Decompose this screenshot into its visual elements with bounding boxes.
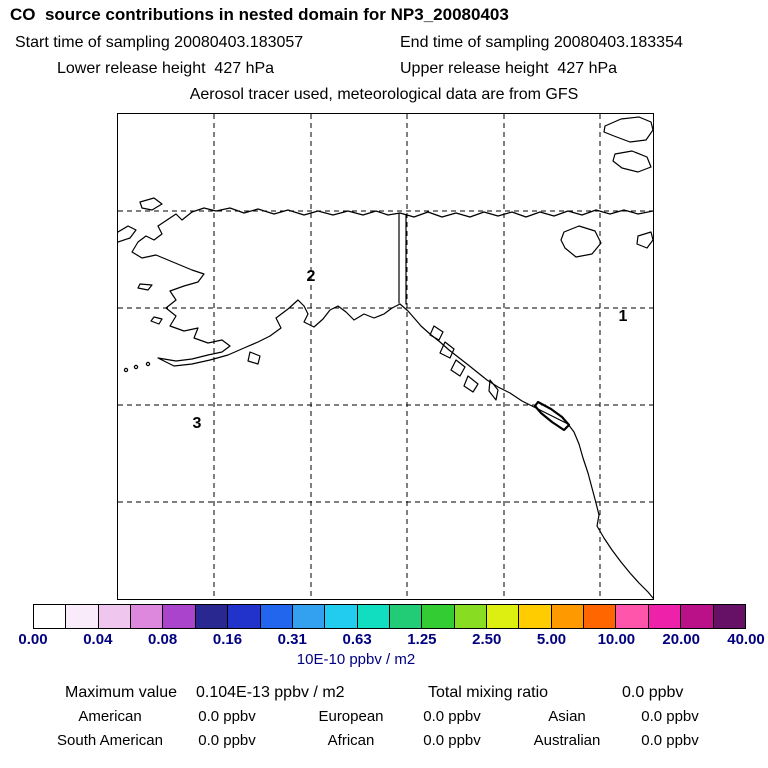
map-panel: 1 2 3: [117, 113, 654, 600]
region-stats-row-2: South American 0.0 ppbv African 0.0 ppbv…: [0, 732, 768, 751]
region-south-american-label: South American: [57, 732, 163, 749]
colorbar-tick-label: 0.04: [83, 631, 113, 648]
islands: [137, 283, 499, 401]
colorbar-tick-label: 0.31: [277, 631, 307, 648]
max-value-label: Maximum value: [65, 684, 178, 701]
colorbar-tick-label: 0.63: [342, 631, 372, 648]
region-african-label: African: [327, 732, 375, 749]
gridlines: [118, 114, 653, 599]
marker-3: 3: [193, 415, 202, 432]
colorbar-tick-label: 1.25: [407, 631, 437, 648]
pacific-coast: [131, 225, 653, 599]
colorbar-cell: [713, 605, 745, 628]
region-asian-value: 0.0 ppbv: [641, 708, 699, 725]
start-time-label: Start time of sampling 20080403.183057: [15, 34, 304, 51]
colorbar-tick-label: 0.08: [148, 631, 178, 648]
region-stats-row-1: American 0.0 ppbv European 0.0 ppbv Asia…: [0, 708, 768, 727]
lower-release-label: Lower release height 427 hPa: [57, 60, 275, 77]
region-european-value: 0.0 ppbv: [423, 708, 481, 725]
tracer-info-label: Aerosol tracer used, meteorological data…: [189, 86, 579, 103]
colorbar-unit-label: 10E-10 ppbv / m2: [296, 651, 416, 668]
colorbar-tick-label: 10.00: [597, 631, 636, 648]
colorbar-cell: [163, 605, 196, 628]
arctic-islands: [118, 116, 653, 258]
page-title: CO source contributions in nested domain…: [10, 5, 509, 24]
region-european-label: European: [318, 708, 384, 725]
max-value: 0.104E-13 ppbv / m2: [196, 684, 345, 701]
colorbar-tick-label: 0.00: [18, 631, 48, 648]
region-african-value: 0.0 ppbv: [423, 732, 481, 749]
colorbar-cell: [551, 605, 585, 628]
colorbar-cell: [519, 605, 552, 628]
marker-2: 2: [307, 268, 316, 285]
colorbar-cell: [34, 605, 67, 628]
political-border: [398, 212, 407, 305]
colorbar-tick-label: 20.00: [662, 631, 700, 648]
region-south-american-value: 0.0 ppbv: [198, 732, 256, 749]
colorbar-tick-label: 40.00: [727, 631, 765, 648]
total-mixing-ratio-label: Total mixing ratio: [428, 684, 549, 701]
colorbar-cell: [487, 605, 520, 628]
marker-1: 1: [619, 308, 628, 325]
region-american-value: 0.0 ppbv: [198, 708, 256, 725]
colorbar-cell: [66, 605, 99, 628]
colorbar-tick-label: 2.50: [472, 631, 502, 648]
colorbar-cell: [616, 605, 649, 628]
colorbar-cell: [98, 605, 132, 628]
stats-summary-line: Maximum value 0.104E-13 ppbv / m2 Total …: [0, 684, 768, 704]
colorbar-cell: [454, 605, 488, 628]
colorbar-cell: [357, 605, 390, 628]
arctic-coast: [157, 207, 653, 227]
region-australian-label: Australian: [533, 732, 601, 749]
colorbar-tick-label: 0.16: [212, 631, 243, 648]
colorbar-cell: [422, 605, 455, 628]
coastlines: [118, 116, 653, 599]
region-australian-value: 0.0 ppbv: [641, 732, 699, 749]
colorbar-cell: [681, 605, 714, 628]
map-svg: 1 2 3: [118, 114, 653, 599]
map-markers: 1 2 3: [193, 268, 628, 432]
colorbar-tick-label: 5.00: [536, 631, 567, 648]
aleutian-islets: [123, 361, 151, 373]
colorbar: [33, 604, 746, 629]
colorbar-cell: [131, 605, 164, 628]
region-asian-label: Asian: [548, 708, 586, 725]
colorbar-cell: [228, 605, 261, 628]
upper-release-label: Upper release height 427 hPa: [400, 60, 618, 77]
end-time-label: End time of sampling 20080403.183354: [400, 34, 683, 51]
region-american-label: American: [78, 708, 142, 725]
colorbar-cell: [584, 605, 617, 628]
colorbar-cell: [292, 605, 326, 628]
colorbar-ticks: 0.00 0.04 0.08 0.16 0.31 0.63 1.25 2.50 5.00 10.0…: [18, 631, 764, 649]
colorbar-cell: [389, 605, 423, 628]
colorbar-cell: [325, 605, 358, 628]
colorbar-cell: [648, 605, 682, 628]
vancouver-island: [533, 400, 571, 432]
colorbar-cell: [195, 605, 229, 628]
total-mixing-ratio-value: 0.0 ppbv: [622, 684, 684, 701]
colorbar-cell: [260, 605, 293, 628]
